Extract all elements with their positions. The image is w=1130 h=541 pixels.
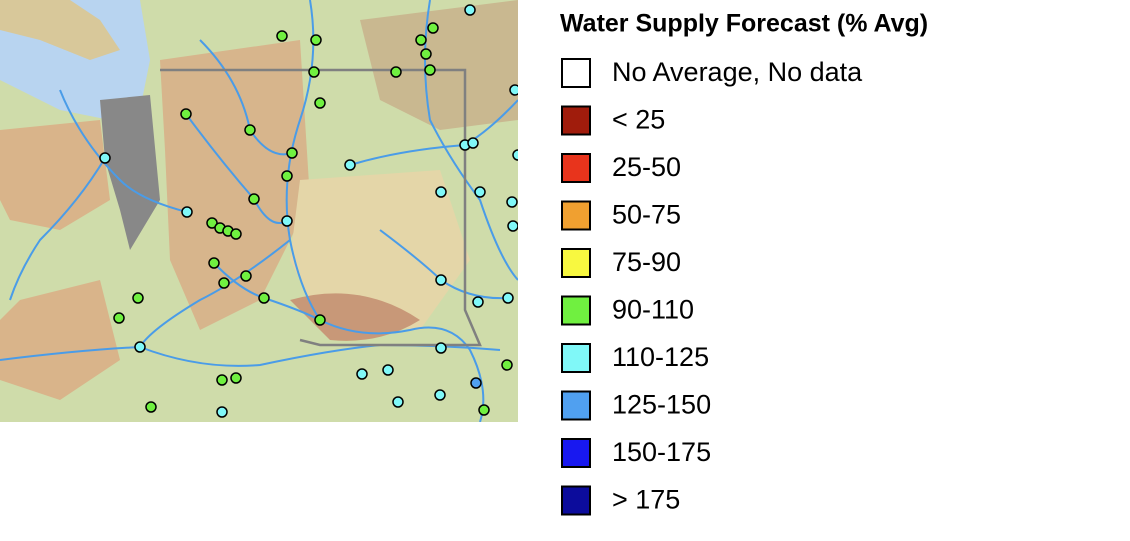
station [390, 66, 402, 78]
station [427, 22, 439, 34]
station [467, 137, 479, 149]
station [501, 359, 513, 371]
station [208, 257, 220, 269]
station [281, 215, 293, 227]
legend: No Average, No data < 25 25-50 50-75 75-90 90… [561, 57, 863, 516]
station [415, 34, 427, 46]
legend-label: > 175 [612, 485, 680, 515]
station [474, 186, 486, 198]
station [464, 4, 476, 16]
station [145, 401, 157, 413]
mountains [0, 280, 120, 400]
station [230, 228, 242, 240]
station [472, 296, 484, 308]
station [470, 377, 482, 389]
station [180, 108, 192, 120]
legend-swatch [561, 153, 591, 183]
station [435, 186, 447, 198]
station [240, 270, 252, 282]
legend-swatch [561, 295, 591, 326]
station [435, 274, 447, 286]
legend-label: 150-175 [612, 437, 711, 467]
station [435, 342, 447, 354]
legend-swatch [561, 248, 591, 278]
station [509, 84, 518, 96]
station [314, 314, 326, 326]
legend-label: 75-90 [612, 247, 681, 277]
station [512, 149, 518, 161]
station [281, 170, 293, 182]
station [286, 147, 298, 159]
legend-label: 125-150 [612, 390, 711, 420]
station [218, 277, 230, 289]
station [420, 48, 432, 60]
state-boundary [160, 68, 482, 347]
station [308, 66, 320, 78]
station [424, 64, 436, 76]
legend-label: No Average, No data [612, 57, 863, 87]
mountains [360, 0, 518, 130]
stations [99, 4, 518, 418]
station [244, 124, 256, 136]
legend-label: < 25 [612, 105, 665, 135]
legend-swatch [561, 105, 591, 136]
station [206, 217, 218, 229]
station [216, 406, 228, 418]
station [506, 196, 518, 208]
station [310, 34, 322, 46]
legend-title: Water Supply Forecast (% Avg) [560, 10, 928, 38]
legend-swatch [561, 438, 591, 468]
station [507, 220, 518, 232]
station [99, 152, 111, 164]
station [478, 404, 490, 416]
station [276, 30, 288, 42]
legend-label: 25-50 [612, 152, 681, 182]
station [502, 292, 514, 304]
station [382, 364, 394, 376]
legend-swatch [561, 485, 591, 516]
station [344, 159, 356, 171]
station [113, 312, 125, 324]
station [434, 389, 446, 401]
map [0, 0, 518, 422]
legend-label: 110-125 [612, 342, 709, 372]
plateau [290, 170, 470, 330]
mountains [160, 40, 310, 330]
legend-swatch [561, 343, 591, 373]
legend-swatch [561, 200, 591, 231]
legend-label: 90-110 [612, 295, 694, 325]
station [181, 206, 193, 218]
legend-label: 50-75 [612, 200, 681, 230]
station [134, 341, 146, 353]
station [248, 193, 260, 205]
hills [290, 293, 420, 341]
station [258, 292, 270, 304]
station [356, 368, 368, 380]
station [392, 396, 404, 408]
sound [100, 95, 160, 250]
station [216, 374, 228, 386]
station [230, 372, 242, 384]
legend-swatch [561, 390, 591, 421]
legend-swatch [561, 58, 591, 88]
station [314, 97, 326, 109]
island [0, 0, 120, 60]
station [132, 292, 144, 304]
mountains [0, 120, 110, 230]
